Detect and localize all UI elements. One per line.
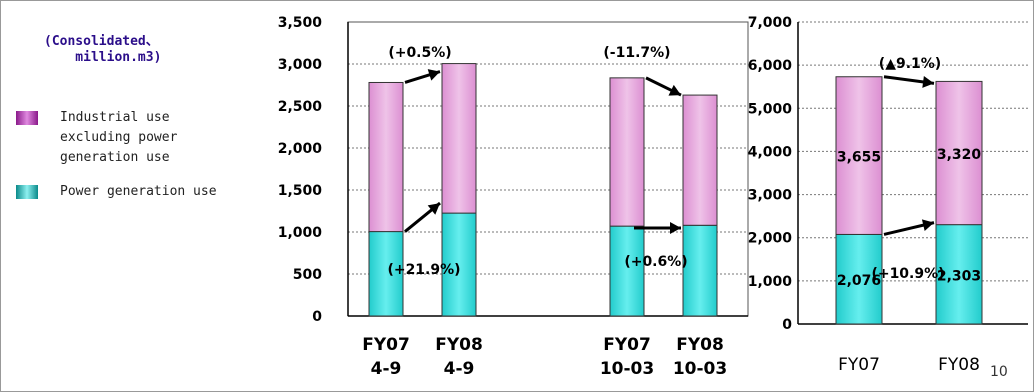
y-tick-label: 1,500 [278,183,323,199]
bar-industrial [609,77,645,227]
arrow-total-second-half [645,76,682,97]
arrow-total-fy-head [922,76,934,88]
legend-label-industrial: Industrial use excluding power generatio… [60,110,178,165]
arrow-power-fy [883,219,935,236]
bar-power [609,225,645,317]
annotation-label: (▲9.1%) [879,56,941,72]
legend-swatch-industrial [16,111,38,125]
y-tick-label: 0 [312,309,322,325]
annotation-label: (+0.5%) [388,45,451,61]
annotation-label: (+0.6%) [624,254,687,270]
annotation-label: (+10.9%) [871,266,944,282]
x-tick-label: FY08 [938,355,980,375]
arrow-total-fy [883,75,935,88]
data-label: 2,303 [937,268,981,284]
x-tick-label: 10-03 [673,359,727,379]
x-tick-label: FY07 [362,335,410,355]
bar-power [441,212,477,317]
bar-industrial [835,76,883,235]
x-tick-label: 10-03 [600,359,654,379]
data-label: 3,320 [937,147,982,163]
arrow-power-first-half [404,201,441,233]
y-tick-label: 3,500 [278,15,323,31]
y-tick-label: 500 [293,267,322,283]
data-label: 2,076 [837,273,881,289]
y-tick-label: 0 [782,317,792,333]
x-tick-label: FY07 [603,335,651,355]
unit-label: (Consolidated、 million.m3) [44,34,162,65]
arrow-power-second-half-head [670,222,681,234]
x-tick-label: FY07 [838,355,880,375]
y-tick-label: 2,000 [748,231,793,247]
arrow-total-first-half [404,69,441,84]
arrow-power-first-half-head [427,203,440,215]
legend-swatch-power [16,185,38,199]
annotation-label: (+21.9%) [387,262,460,278]
bar-power [368,231,404,317]
annotation-label: (-11.7%) [603,45,670,61]
y-tick-label: 3,000 [278,57,323,73]
page-number: 10 [990,364,1008,380]
data-label: 3,655 [837,150,881,166]
bar-industrial [441,63,477,214]
arrow-total-second-half-head [668,84,681,96]
bar-industrial [935,80,983,226]
bar-power [935,224,983,325]
arrow-power-second-half [634,222,681,234]
y-tick-label: 2,000 [278,141,323,157]
x-tick-label: FY08 [435,335,483,355]
bar-industrial [368,81,404,233]
y-tick-label: 4,000 [748,144,793,160]
x-tick-label: FY08 [676,335,724,355]
y-tick-label: 2,500 [278,99,323,115]
bar-power [682,224,718,317]
y-tick-label: 1,000 [748,274,793,290]
bar-industrial [682,94,718,226]
y-tick-label: 5,000 [748,101,793,117]
x-tick-label: 4-9 [444,359,475,379]
arrow-total-first-half-head [427,69,440,81]
x-tick-label: 4-9 [371,359,402,379]
y-tick-label: 6,000 [748,58,793,74]
y-tick-label: 1,000 [278,225,323,241]
y-tick-label: 7,000 [748,15,793,31]
arrow-power-fy-head [921,219,934,232]
y-tick-label: 3,000 [748,188,793,204]
legend-label-power: Power generation use [60,184,217,199]
